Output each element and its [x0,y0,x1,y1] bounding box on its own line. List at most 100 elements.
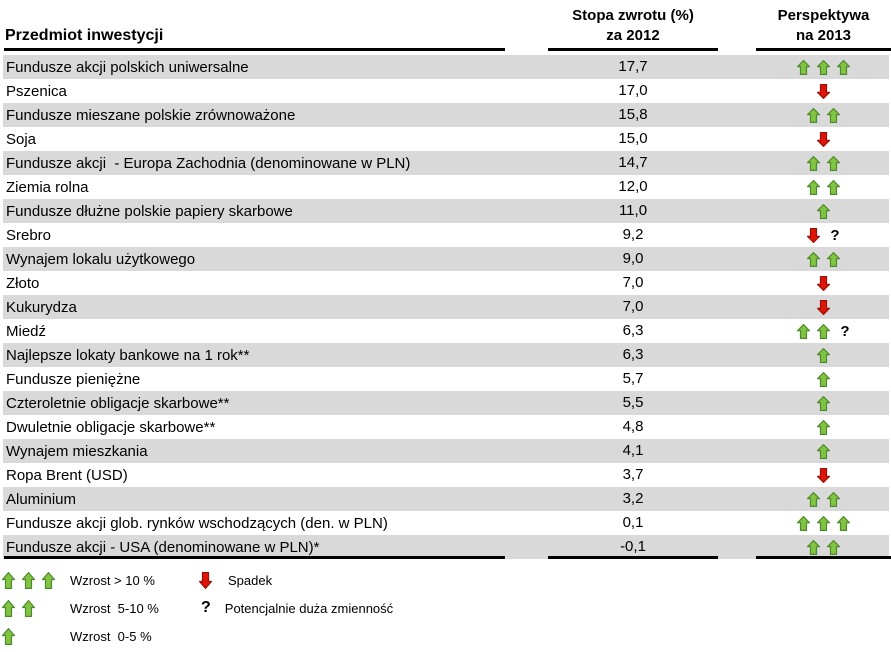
up-arrow-icon [817,395,830,411]
value-cell: 6,3 [622,322,644,339]
legend-label: Spadek [228,572,273,588]
bottom-rule-outlook [756,556,891,559]
table-row: Kukurydza 7,0 [3,295,889,319]
outlook-cell [756,175,891,199]
up-arrow-icon [2,571,15,589]
value-cell: 6,3 [622,346,644,363]
up-arrow-icon [42,571,55,589]
outlook-cell [756,463,891,487]
outlook-cell [756,103,891,127]
down-arrow-icon [817,131,830,147]
value-cell: 12,0 [618,178,648,195]
question-mark-icon: ? [201,599,211,616]
down-arrow-icon [817,467,830,483]
table-row: Czteroletnie obligacje skarbowe** 5,5 [3,391,889,415]
up-arrow-icon [807,539,820,555]
up-arrow-icon [817,371,830,387]
table-row: Ropa Brent (USD) 3,7 [3,463,889,487]
item-cell: Kukurydza [6,298,77,316]
value-cell: 7,0 [622,298,644,315]
table-row: Wynajem lokalu użytkowego 9,0 [3,247,889,271]
outlook-cell [756,487,891,511]
legend-growth-over-10: Wzrost > 10 % [2,570,155,590]
item-cell: Dwuletnie obligacje skarbowe** [6,418,216,436]
up-arrow-icon [837,59,850,75]
outlook-cell [756,367,891,391]
table-row: Aluminium 3,2 [3,487,889,511]
up-arrow-icon [817,515,830,531]
legend-label: Wzrost > 10 % [70,572,155,588]
up-arrow-icon [2,599,15,617]
up-arrow-icon [827,179,840,195]
item-cell: Złoto [6,274,40,292]
value-cell: 4,8 [622,418,644,435]
value-cell: 3,7 [622,466,644,483]
bottom-rule-item [4,556,505,559]
table-row: Fundusze dłużne polskie papiery skarbowe… [3,199,889,223]
value-cell: 15,8 [618,106,648,123]
outlook-cell [756,247,891,271]
value-cell: 11,0 [618,202,648,219]
value-cell: 3,2 [622,490,644,507]
value-cell: 15,0 [618,130,648,147]
outlook-cell [756,55,891,79]
legend-growth-5-10: Wzrost 5-10 % [2,598,159,618]
up-arrow-icon [22,571,35,589]
outlook-cell [756,415,891,439]
value-cell: 5,5 [622,394,644,411]
table-row: Fundusze akcji - Europa Zachodnia (denom… [3,151,889,175]
outlook-cell [756,343,891,367]
outlook-cell [756,127,891,151]
outlook-cell [756,535,891,559]
down-arrow-icon [807,227,821,243]
column-header-outlook-line2: na 2013 [795,27,852,44]
outlook-cell [756,295,891,319]
up-arrow-icon [827,251,840,267]
item-cell: Aluminium [6,490,77,508]
up-arrow-icon [797,515,810,531]
item-cell: Najlepsze lokaty bankowe na 1 rok** [6,346,250,364]
outlook-cell [756,151,891,175]
legend-label: Wzrost 5-10 % [70,600,159,616]
legend-down-arrow [199,571,212,589]
up-arrow-icon [797,59,810,75]
item-cell: Fundusze pieniężne [6,370,141,388]
legend-arrows [2,571,55,589]
column-header-return-line2: za 2012 [606,27,660,44]
value-cell: 17,7 [618,58,648,75]
table-body: Fundusze akcji polskich uniwersalne 17,7 P… [3,55,889,559]
outlook-cell [756,199,891,223]
value-cell: 7,0 [622,274,644,291]
outlook-cell [756,439,891,463]
item-cell: Ziemia rolna [6,178,89,196]
table-row: Złoto 7,0 [3,271,889,295]
value-cell: 17,0 [618,82,648,99]
item-cell: Fundusze akcji - USA (denominowane w PLN… [6,538,320,556]
outlook-cell [756,79,891,103]
item-cell: Fundusze akcji - Europa Zachodnia (denom… [6,154,411,172]
column-header-return: Stopa zwrotu (%) za 2012 [548,4,718,48]
column-header-item: Przedmiot inwestycji [5,27,164,44]
table-row: Dwuletnie obligacje skarbowe** 4,8 [3,415,889,439]
table-row: Fundusze pieniężne 5,7 [3,367,889,391]
up-arrow-icon [807,179,820,195]
up-arrow-icon [837,515,850,531]
up-arrow-icon [807,251,820,267]
up-arrow-icon [827,155,840,171]
item-cell: Ropa Brent (USD) [6,466,128,484]
item-cell: Wynajem lokalu użytkowego [6,250,196,268]
header-rule-item [4,48,505,51]
down-arrow-icon [817,83,830,99]
table-row: Srebro 9,2? [3,223,889,247]
question-mark-icon: ? [830,226,840,244]
item-cell: Pszenica [6,82,67,100]
outlook-cell [756,391,891,415]
item-cell: Soja [6,130,37,148]
item-cell: Fundusze mieszane polskie zrównoważone [6,106,296,124]
up-arrow-icon [817,347,830,363]
value-cell: -0,1 [620,538,646,555]
legend-label: Potencjalnie duża zmienność [224,600,394,616]
legend-arrows [2,599,35,617]
value-cell: 14,7 [618,154,648,171]
